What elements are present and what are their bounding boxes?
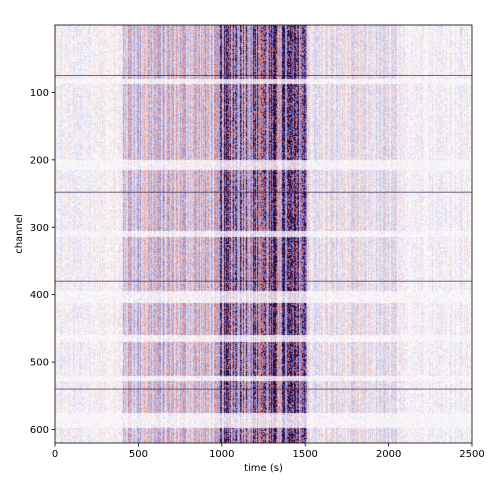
heatmap-raster [55,25,472,443]
y-tick-label: 100 [30,88,49,99]
x-tick-label: 2000 [376,449,401,460]
y-tick-label: 500 [30,358,49,369]
x-axis-ticks: 0 500 1000 1500 2000 2500 [52,443,485,460]
x-tick-label: 2500 [459,449,484,460]
horizontal-feature-lines [55,75,472,390]
x-tick-label: 0 [52,449,58,460]
heatmap-image [55,25,472,443]
x-tick-label: 500 [129,449,148,460]
x-tick-label: 1000 [209,449,234,460]
y-tick-label: 600 [30,425,49,436]
y-axis-label: channel [14,214,25,254]
y-tick-label: 400 [30,290,49,301]
plot-frame [54,24,473,444]
y-tick-label: 200 [30,155,49,166]
x-tick-label: 1500 [292,449,317,460]
x-axis-label: time (s) [244,463,283,474]
y-axis-ticks: 100 200 300 400 500 600 [30,88,55,436]
y-tick-label: 300 [30,223,49,234]
